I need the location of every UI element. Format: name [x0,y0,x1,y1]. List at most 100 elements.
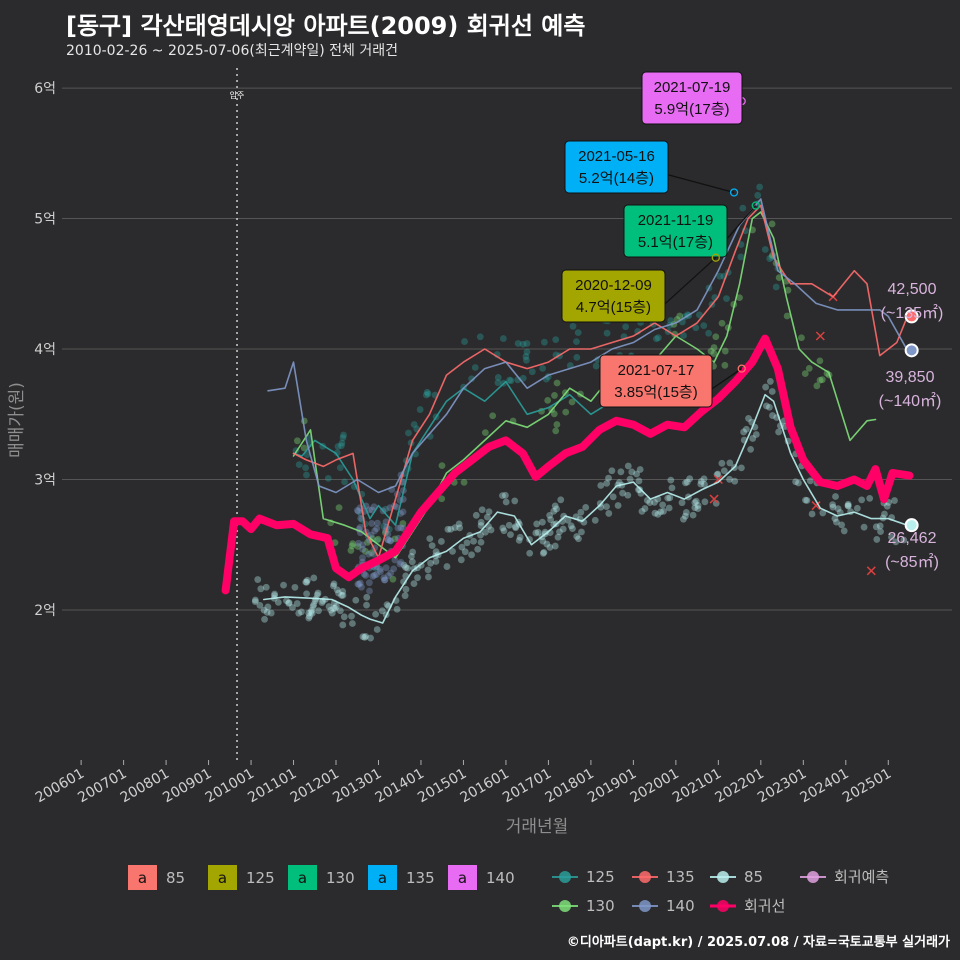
scatter-point [803,497,811,504]
scatter-point [402,585,410,593]
scatter-point [705,329,713,337]
scatter-point [716,272,724,280]
legend-key-glyph: a [218,869,227,887]
scatter-point [338,591,345,599]
scatter-point [523,340,531,347]
scatter-point [468,551,475,559]
scatter-point [829,503,837,511]
scatter-point [404,564,412,572]
scatter-point [261,615,268,623]
scatter-point [254,576,262,583]
scatter-point [308,606,316,614]
scatter-point [559,525,567,533]
x-mark-point [811,501,821,511]
scatter-point [355,580,363,588]
legend-label: 회귀선 [744,897,785,915]
scatter-point [519,340,527,348]
scatter-point [539,537,547,545]
scatter-point [538,518,546,526]
callout-point [711,253,720,262]
scatter-point [390,565,398,573]
scatter-point [582,504,590,511]
scatter-point [539,549,547,557]
scatter-point [860,523,868,531]
end-label-text: 26,462 [888,530,937,547]
legend-key-glyph: a [378,869,387,887]
scatter-point [680,332,687,339]
scatter-point [308,609,316,617]
scatter-point [424,566,432,574]
scatter-point [834,505,842,513]
scatter-point [410,580,418,588]
scatter-point [646,499,654,506]
scatter-point [402,564,410,571]
scatter-point [380,574,388,582]
scatter-point [700,475,708,483]
scatter-point [383,601,391,609]
scatter-point [339,621,347,629]
scatter-point [274,598,282,606]
scatter-point [335,504,343,512]
scatter-point [816,376,824,384]
scatter-point [330,582,337,590]
scatter-point [696,311,703,319]
legend-key-box [208,865,237,890]
scatter-point [726,475,733,483]
scatter-point [829,501,837,509]
y-axis-title: 매매가(원) [7,382,27,458]
scatter-point [400,578,407,586]
scatter-point [400,561,408,569]
scatter-point [626,475,634,483]
scatter-point [306,612,313,620]
scatter-point [298,608,305,616]
scatter-point [457,556,465,564]
scatter-point [775,274,783,282]
scatter-point [353,506,361,514]
scatter-point [257,585,265,593]
end-label-text: (~85㎡) [885,553,939,571]
callout-box [561,269,666,323]
scatter-point [378,607,386,615]
legend-key-box [368,865,397,890]
scatter-point [515,536,523,544]
scatter-point [410,421,418,428]
legend-key-box [288,865,317,890]
scatter-point [873,536,881,543]
scatter-point [499,524,507,532]
scatter-point [635,477,643,485]
scatter-point [355,539,362,547]
scatter-point [256,601,264,609]
scatter-point [362,572,370,579]
scatter-point [560,512,568,520]
scatter-point [858,496,866,504]
scatter-point [680,515,687,523]
x-tick-label: 202501 [840,766,894,807]
y-tick-label: 4억 [34,342,56,358]
scatter-point [714,470,722,478]
scatter-point [399,520,407,527]
scatter-point [368,520,376,527]
legend-label: 회귀예측 [834,868,889,886]
scatter-point [636,486,644,494]
scatter-point [833,518,840,526]
scatter-point [374,519,381,527]
legend-key-glyph: a [458,869,467,887]
scatter-point [303,471,310,479]
scatter-point [831,515,839,522]
scatter-point [691,504,699,512]
scatter-point [853,504,861,512]
scatter-point [775,428,783,436]
scatter-point [591,516,599,524]
scatter-point [387,537,394,545]
scatter-point [396,560,404,568]
scatter-point [405,429,412,437]
scatter-point [309,603,317,610]
scatter-point [307,608,315,616]
scatter-point [768,220,776,228]
legend-key-glyph: a [138,869,147,887]
scatter-point [397,524,405,532]
scatter-point [408,553,415,560]
callout-box [623,204,728,258]
scatter-point [280,581,287,589]
